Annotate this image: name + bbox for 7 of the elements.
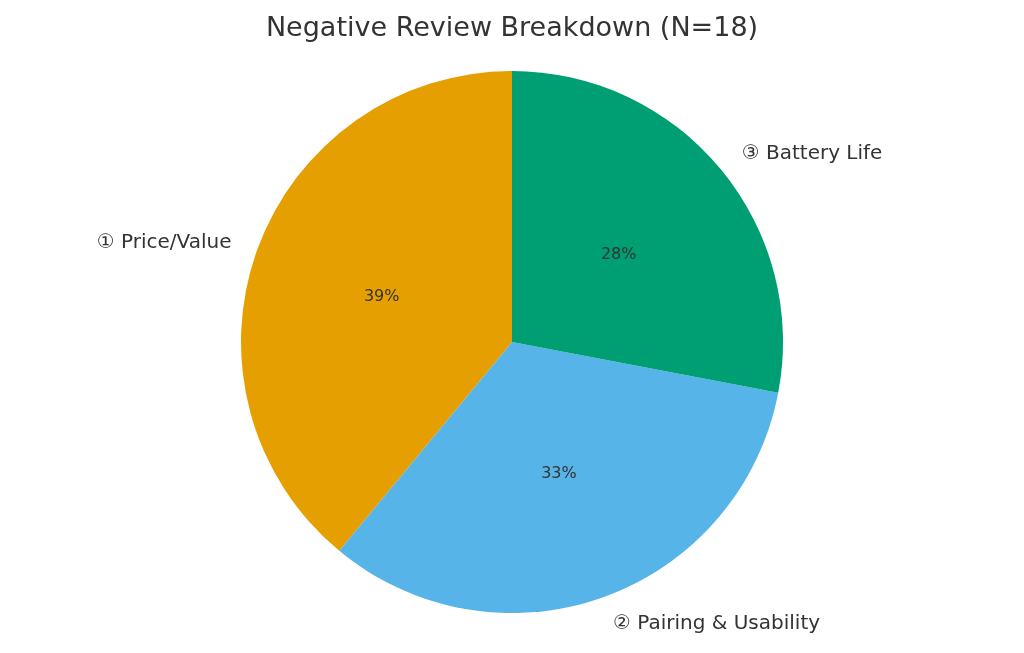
slice-label: ③ Battery Life [741, 139, 883, 164]
data-label: 39% [363, 285, 400, 305]
chart-title: Negative Review Breakdown (N=18) [265, 11, 759, 42]
slice-label: ① Price/Value [96, 229, 232, 254]
data-label: 28% [600, 244, 637, 264]
slice-label: ② Pairing & Usability [612, 610, 821, 635]
data-label: 33% [541, 462, 577, 482]
